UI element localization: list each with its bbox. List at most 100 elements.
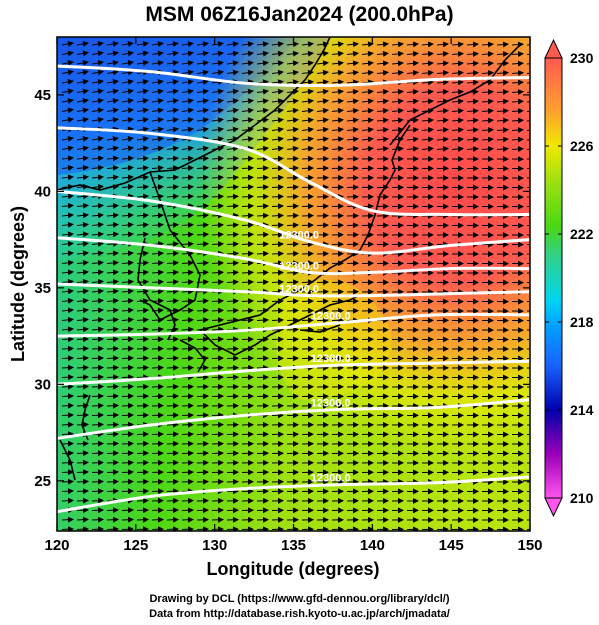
wind-arrow xyxy=(211,165,224,172)
wind-arrow xyxy=(511,98,524,105)
wind-arrow xyxy=(226,222,239,229)
wind-arrow xyxy=(76,507,89,514)
wind-arrow xyxy=(61,412,74,419)
wind-arrow xyxy=(301,136,314,143)
wind-arrow xyxy=(151,41,164,47)
wind-arrow xyxy=(151,279,164,285)
wind-arrow xyxy=(241,98,254,105)
wind-arrow xyxy=(106,355,119,362)
wind-arrow xyxy=(136,155,149,162)
wind-arrow xyxy=(136,60,149,66)
wind-arrow xyxy=(61,450,74,457)
wind-arrow xyxy=(106,117,119,123)
wind-arrow xyxy=(226,145,239,152)
wind-arrow xyxy=(481,51,494,57)
wind-arrow xyxy=(241,193,254,200)
wind-arrow xyxy=(106,326,119,333)
wind-arrow xyxy=(91,402,104,409)
wind-arrow xyxy=(106,231,119,238)
wind-arrow xyxy=(511,70,524,77)
wind-arrow xyxy=(286,117,299,124)
colorbar-top-arrow xyxy=(544,38,563,59)
wind-arrow xyxy=(451,126,464,133)
wind-arrow xyxy=(406,69,419,76)
wind-arrow xyxy=(346,41,359,48)
wind-arrow xyxy=(181,41,194,48)
wind-arrow xyxy=(406,145,419,152)
wind-arrow xyxy=(136,136,149,142)
wind-arrow xyxy=(181,241,194,248)
wind-arrow xyxy=(406,41,419,48)
wind-arrow xyxy=(241,136,254,143)
wind-arrow xyxy=(121,440,134,447)
wind-arrow xyxy=(181,79,194,86)
wind-arrow xyxy=(151,326,164,333)
wind-arrow xyxy=(421,69,434,76)
wind-arrow xyxy=(331,98,344,105)
wind-arrow xyxy=(151,117,164,123)
wind-arrow xyxy=(91,69,104,76)
wind-arrow xyxy=(436,136,449,143)
wind-arrow xyxy=(106,526,119,531)
wind-arrow xyxy=(91,40,104,47)
wind-arrow xyxy=(271,184,284,191)
wind-arrow xyxy=(91,107,104,114)
wind-arrow xyxy=(76,135,89,142)
wind-arrow xyxy=(106,516,119,523)
wind-arrow xyxy=(391,50,404,57)
wind-arrow xyxy=(61,440,74,447)
wind-arrow xyxy=(391,60,404,67)
wind-arrow xyxy=(211,326,224,333)
wind-arrow xyxy=(121,269,134,276)
wind-arrow xyxy=(91,259,104,266)
wind-arrow xyxy=(286,60,299,67)
wind-arrow xyxy=(91,469,104,476)
wind-arrow xyxy=(226,193,239,200)
x-tick-label: 145 xyxy=(439,537,464,554)
wind-arrow xyxy=(511,60,524,67)
wind-arrow xyxy=(211,126,224,133)
wind-arrow xyxy=(496,79,509,86)
wind-arrow xyxy=(391,88,404,95)
wind-arrow xyxy=(76,202,89,209)
wind-arrow xyxy=(451,79,464,86)
wind-arrow xyxy=(91,497,104,504)
wind-arrow xyxy=(196,88,209,95)
wind-arrow xyxy=(196,298,209,305)
wind-arrow xyxy=(451,117,464,124)
wind-arrow xyxy=(256,50,269,57)
colorbar: 210 214 218 222 226 230 xyxy=(544,38,594,518)
wind-arrow xyxy=(91,488,104,495)
wind-arrow xyxy=(331,79,344,86)
wind-arrow xyxy=(451,60,464,67)
wind-arrow xyxy=(166,288,179,295)
wind-arrow xyxy=(466,50,479,57)
wind-arrow xyxy=(61,107,74,114)
wind-arrow xyxy=(361,145,374,152)
wind-arrow xyxy=(511,146,524,153)
wind-arrow xyxy=(211,241,224,248)
colorbar-tick-label: 210 xyxy=(570,490,594,506)
wind-arrow xyxy=(91,202,104,209)
figure-title: MSM 06Z16Jan2024 (200.0hPa) xyxy=(145,3,454,26)
wind-arrow xyxy=(136,126,149,133)
latitude-ticks: 25 30 35 40 45 xyxy=(34,87,530,490)
wind-arrow xyxy=(211,117,224,124)
x-tick-label: 130 xyxy=(202,537,227,554)
wind-arrow xyxy=(406,126,419,133)
wind-arrow xyxy=(211,260,224,267)
wind-arrow xyxy=(61,259,74,266)
wind-arrow xyxy=(346,98,359,105)
wind-arrow xyxy=(301,60,314,67)
wind-arrow xyxy=(301,69,314,76)
wind-arrow xyxy=(286,79,299,86)
wind-arrow xyxy=(181,279,194,286)
wind-arrow xyxy=(136,117,149,123)
y-axis-label: Latitude (degrees) xyxy=(8,206,28,362)
wind-arrow xyxy=(226,88,239,95)
wind-arrow xyxy=(481,60,494,67)
wind-arrow xyxy=(181,155,194,162)
wind-arrow xyxy=(106,336,119,343)
wind-arrow xyxy=(196,260,209,267)
wind-arrow xyxy=(496,98,509,105)
